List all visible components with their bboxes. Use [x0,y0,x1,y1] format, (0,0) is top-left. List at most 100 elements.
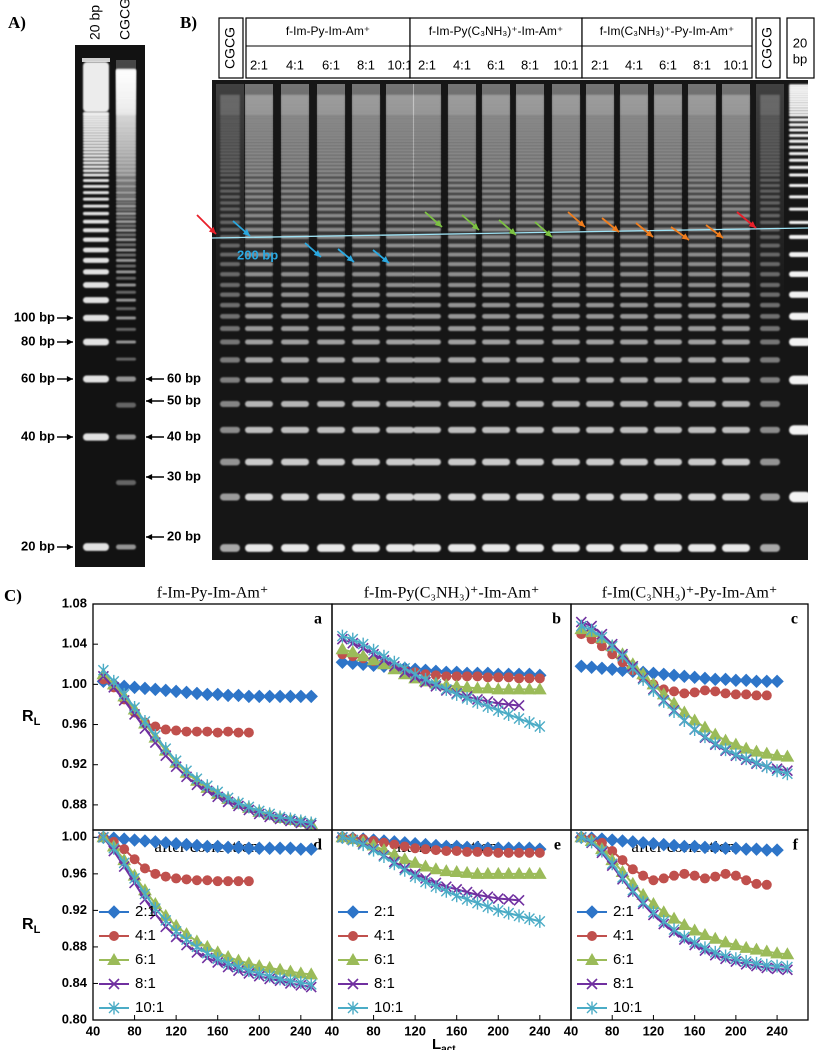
gel-band [245,94,273,97]
gel-band [386,401,414,407]
gel-band [552,173,580,177]
gel-band [448,169,476,173]
gel-band [352,195,380,199]
y-tick-label: 0.84 [62,975,88,990]
data-point [524,673,535,684]
gel-band [722,201,750,205]
gel-band [352,131,380,134]
data-point [430,670,441,681]
gel-band [413,292,441,297]
gel-band [317,243,345,248]
gel-band [586,126,614,129]
gel-band [620,140,648,143]
gel-band [654,152,682,155]
header-box [245,17,411,79]
gel-band [586,252,614,257]
gel-band [620,544,648,552]
gel-band [620,137,648,140]
gel-band [586,94,614,97]
gel-band [220,166,240,169]
data-point [127,680,142,695]
gel-band [352,401,380,407]
data-point [150,721,161,732]
gel-band [722,493,750,501]
gel-band [654,149,682,152]
data-point [637,672,649,686]
gel-band [482,173,510,177]
gel-band [516,339,544,345]
gel-band [789,133,811,137]
gel-band [722,178,750,182]
gel-band [281,173,309,177]
legend-label: 6:1 [135,951,156,968]
gel-band [413,116,441,119]
data-point [501,682,516,695]
gel-band [413,162,441,166]
gel-band [620,377,648,383]
data-point [513,909,525,923]
gel-band [352,544,380,552]
data-point [503,672,514,683]
gel-band [281,357,309,363]
gel-band [654,123,682,126]
data-point [669,870,680,881]
gel-band [482,169,510,173]
data-point [689,935,701,949]
gel-band [245,123,273,126]
data-point [627,864,638,875]
legend-marker [585,952,599,965]
gel-band [220,152,240,155]
gel-band [413,227,441,232]
gel-band [789,220,811,225]
gel-band [789,207,811,211]
y-tick-label: 1.00 [62,676,87,691]
gel-band [688,377,716,383]
gel-band [413,189,441,193]
legend-marker [107,905,121,919]
gel-band [688,121,716,124]
gel-band [245,158,273,162]
gel-band [448,302,476,308]
gel-band [586,166,614,169]
gel-band [482,149,510,152]
gel-band [516,544,544,552]
gel-band [789,95,811,99]
data-point [491,682,506,695]
ratio-label: 2:1 [418,57,436,72]
legend-marker [108,1001,120,1015]
gel-band [245,227,273,232]
data-point [698,840,712,855]
gel-band [116,184,136,188]
marker-label: 40 bp [21,428,55,443]
gel-band [413,339,441,345]
gel-band [116,228,136,232]
gel-band [245,426,273,434]
gel-band [586,544,614,552]
gel-band [448,426,476,434]
data-point [771,764,783,778]
data-point [513,699,525,712]
gel-band [688,189,716,193]
gel-band [688,262,716,267]
legend-label: 8:1 [135,975,156,992]
gel-band [516,189,544,193]
data-point [687,923,702,936]
gel-band [220,493,240,501]
header-box [409,17,583,79]
gel-band [116,212,136,216]
data-point [171,873,182,884]
gel-band [413,123,441,126]
gel-band [722,137,750,140]
gel-band [317,178,345,182]
gel-band [448,149,476,152]
data-point [389,839,400,850]
gel-band [448,189,476,193]
gel-band [516,142,544,146]
data-point [243,876,254,887]
gel-band [620,131,648,134]
arrow-head [577,219,585,227]
gel-band [552,195,580,199]
data-point [512,682,526,695]
x-tick-label: 240 [529,1023,551,1038]
gel-band [317,184,345,188]
